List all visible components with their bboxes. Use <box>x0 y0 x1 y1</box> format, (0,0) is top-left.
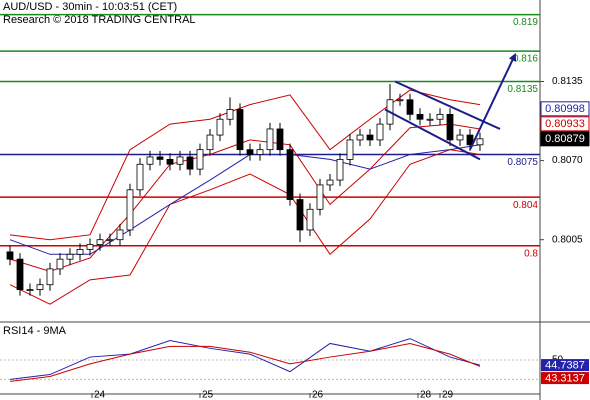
candle-body <box>106 239 114 242</box>
price-box-label: 0.80879 <box>545 133 585 145</box>
x-tick-label: 24 <box>94 390 106 400</box>
candle-body <box>176 156 184 165</box>
value-box-label: 44.7387 <box>545 359 585 371</box>
candle-body <box>216 118 224 136</box>
candle-body <box>346 139 354 160</box>
candle-body <box>186 156 194 170</box>
candle-body <box>266 128 274 151</box>
candle-body <box>436 113 444 120</box>
candle-body <box>326 179 334 186</box>
price-box-label: 0.80998 <box>545 103 585 115</box>
level-label: 0.8075 <box>507 157 538 168</box>
candle-body <box>406 99 414 115</box>
forecast-arrow <box>469 52 517 151</box>
candle-body <box>236 109 244 151</box>
candle-body <box>246 149 254 155</box>
price-box <box>540 101 590 117</box>
x-tick-label: 25 <box>202 390 214 400</box>
candle-body <box>376 123 384 141</box>
candle-body <box>476 138 484 146</box>
candle-body <box>6 251 14 260</box>
candle-body <box>126 189 134 231</box>
x-tick-label: 26 <box>312 390 324 400</box>
value-box <box>541 372 589 385</box>
candle-body <box>356 134 364 141</box>
overlay-line <box>9 123 481 272</box>
candle-body <box>416 113 424 120</box>
channel-line <box>384 108 481 161</box>
chart-subtitle: Research © 2018 TRADING CENTRAL <box>3 14 196 26</box>
y-tick-label: 0.8070 <box>552 155 583 166</box>
candle-body <box>256 149 264 155</box>
candle-body <box>456 134 464 141</box>
candle-body <box>316 184 324 210</box>
price-box-label: 0.80933 <box>545 118 585 130</box>
candle-body <box>306 208 314 231</box>
candle-body <box>206 134 214 151</box>
chart-title: AUD/USD - 30min - 10:03:51 (CET) <box>3 1 177 13</box>
level-label: 0.804 <box>513 200 538 211</box>
level-label: 0.816 <box>513 54 538 65</box>
price-box <box>540 131 590 147</box>
value-box-label: 43.3137 <box>545 372 585 384</box>
plot: 0.819 0.816 0.8135 0.8075 0.804 0.8 0.8135 0.80… <box>0 13 590 400</box>
candle-body <box>36 284 44 290</box>
candle-body <box>286 149 294 200</box>
candle-body <box>156 156 164 160</box>
price-box <box>540 116 590 132</box>
y-tick-label: 0.8135 <box>552 76 583 87</box>
y-tick-label: 0.8005 <box>552 234 583 245</box>
rsi-line <box>9 338 481 380</box>
overlay-line <box>9 89 481 241</box>
candle-body <box>26 289 34 291</box>
candle-body <box>396 99 404 102</box>
candle-body <box>146 156 154 165</box>
candle-body <box>86 244 94 250</box>
candle-body <box>56 258 64 270</box>
candle-body <box>426 118 434 121</box>
candle-body <box>226 109 234 120</box>
rsi-line <box>9 342 481 382</box>
x-tick-label: 28 <box>420 390 432 400</box>
candle-body <box>366 134 374 141</box>
candle-body <box>196 149 204 170</box>
rsi-title: RSI14 - 9MA <box>3 325 67 337</box>
candle-body <box>66 253 74 260</box>
candle-body <box>466 134 474 146</box>
candle-body <box>336 158 344 181</box>
candle-body <box>16 258 24 290</box>
overlay-line <box>9 144 481 255</box>
value-box <box>541 359 589 372</box>
candle-body <box>116 229 124 241</box>
candle-body <box>166 158 174 165</box>
level-label: 0.8 <box>524 248 538 259</box>
candle-body <box>46 268 54 286</box>
candle-body <box>76 249 84 255</box>
candle-body <box>276 128 284 151</box>
candle-body <box>296 199 304 231</box>
candle-body <box>96 239 104 245</box>
x-tick-label: 29 <box>442 390 454 400</box>
overlay-line <box>9 149 481 305</box>
level-label: 0.8135 <box>507 84 538 95</box>
level-label: 0.819 <box>513 17 538 28</box>
candle-body <box>446 113 454 141</box>
candle-body <box>136 163 144 191</box>
